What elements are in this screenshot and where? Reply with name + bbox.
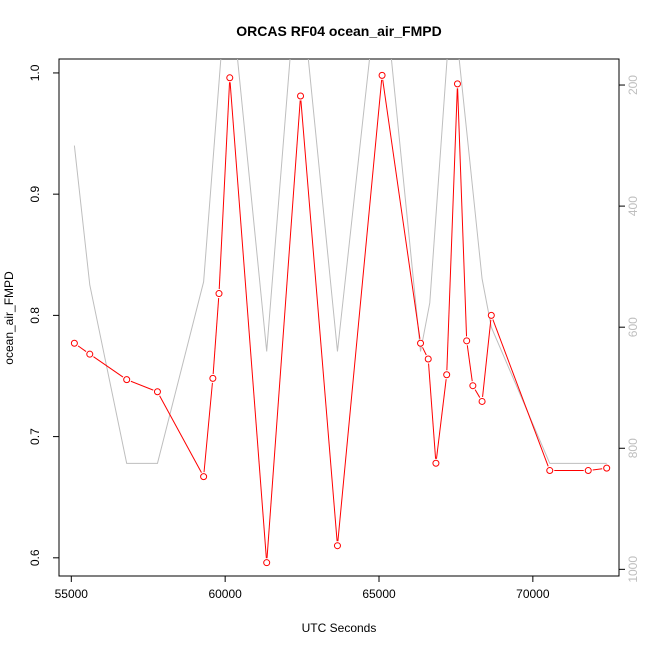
series-layer xyxy=(70,59,611,567)
series-segment xyxy=(428,363,437,459)
x-tick-label: 55000 xyxy=(55,587,89,601)
x-axis: 55000 60000 65000 70000 xyxy=(55,576,550,601)
y-tick-label: 0.7 xyxy=(28,428,42,445)
y-tick-label: 0.6 xyxy=(28,549,42,566)
data-point xyxy=(478,397,486,405)
y2-tick-label: 400 xyxy=(626,196,640,216)
y-axis: 0.6 0.7 0.8 0.9 1.0 xyxy=(28,64,59,566)
data-point xyxy=(215,290,223,298)
series-segment xyxy=(130,380,154,391)
series-segment xyxy=(266,100,301,559)
series-segment xyxy=(466,345,473,382)
series-segment xyxy=(218,82,231,290)
data-point xyxy=(86,350,94,358)
y2-tick-label: 200 xyxy=(626,75,640,95)
data-point xyxy=(263,559,271,567)
data-point xyxy=(123,376,131,384)
series-segment xyxy=(93,356,124,378)
data-point xyxy=(443,371,451,379)
series-segment xyxy=(435,379,447,459)
y-tick-label: 1.0 xyxy=(28,64,42,81)
series-segment xyxy=(77,345,87,352)
series-segment xyxy=(592,468,603,471)
chart-title: ORCAS RF04 ocean_air_FMPD xyxy=(236,23,441,39)
series-segment xyxy=(474,389,481,398)
y-axis-label: ocean_air_FMPD xyxy=(2,271,16,365)
y2-tick-label: 800 xyxy=(626,438,640,458)
data-point xyxy=(333,542,341,550)
data-point xyxy=(200,473,208,481)
series-segment xyxy=(229,82,267,559)
series-segment xyxy=(382,79,421,339)
series-segment xyxy=(492,319,549,467)
data-point xyxy=(297,92,305,100)
data-point xyxy=(432,459,440,467)
y-tick-label: 0.8 xyxy=(28,307,42,324)
plot-frame xyxy=(58,58,620,577)
x-axis-label: UTC Seconds xyxy=(302,621,377,635)
data-point xyxy=(546,467,554,475)
data-point xyxy=(378,71,386,79)
data-point xyxy=(209,374,217,382)
data-point xyxy=(487,311,495,319)
series-segment xyxy=(457,88,468,337)
x-tick-label: 70000 xyxy=(516,587,550,601)
y2-axis: 200 400 600 800 1000 xyxy=(619,75,640,583)
series-segment xyxy=(203,382,213,473)
series-segment xyxy=(482,319,492,398)
series-segment xyxy=(337,79,383,542)
data-point xyxy=(70,339,78,347)
series-segment xyxy=(422,347,427,356)
data-point xyxy=(584,467,592,475)
y2-tick-label: 600 xyxy=(626,317,640,337)
series-segment xyxy=(446,88,458,371)
series-segment xyxy=(300,100,338,542)
data-point xyxy=(463,337,471,345)
data-point xyxy=(424,355,432,363)
y2-tick-label: 1000 xyxy=(626,556,640,583)
series-line-right xyxy=(73,59,607,464)
series-segment xyxy=(212,298,220,374)
data-point xyxy=(226,74,234,82)
data-point xyxy=(469,382,477,390)
x-tick-label: 60000 xyxy=(208,587,242,601)
y-tick-label: 0.9 xyxy=(28,185,42,202)
data-point xyxy=(603,464,611,472)
x-tick-label: 65000 xyxy=(362,587,396,601)
data-point xyxy=(153,388,161,396)
series-segment xyxy=(159,395,202,473)
data-point xyxy=(453,80,461,88)
data-point xyxy=(417,339,425,347)
